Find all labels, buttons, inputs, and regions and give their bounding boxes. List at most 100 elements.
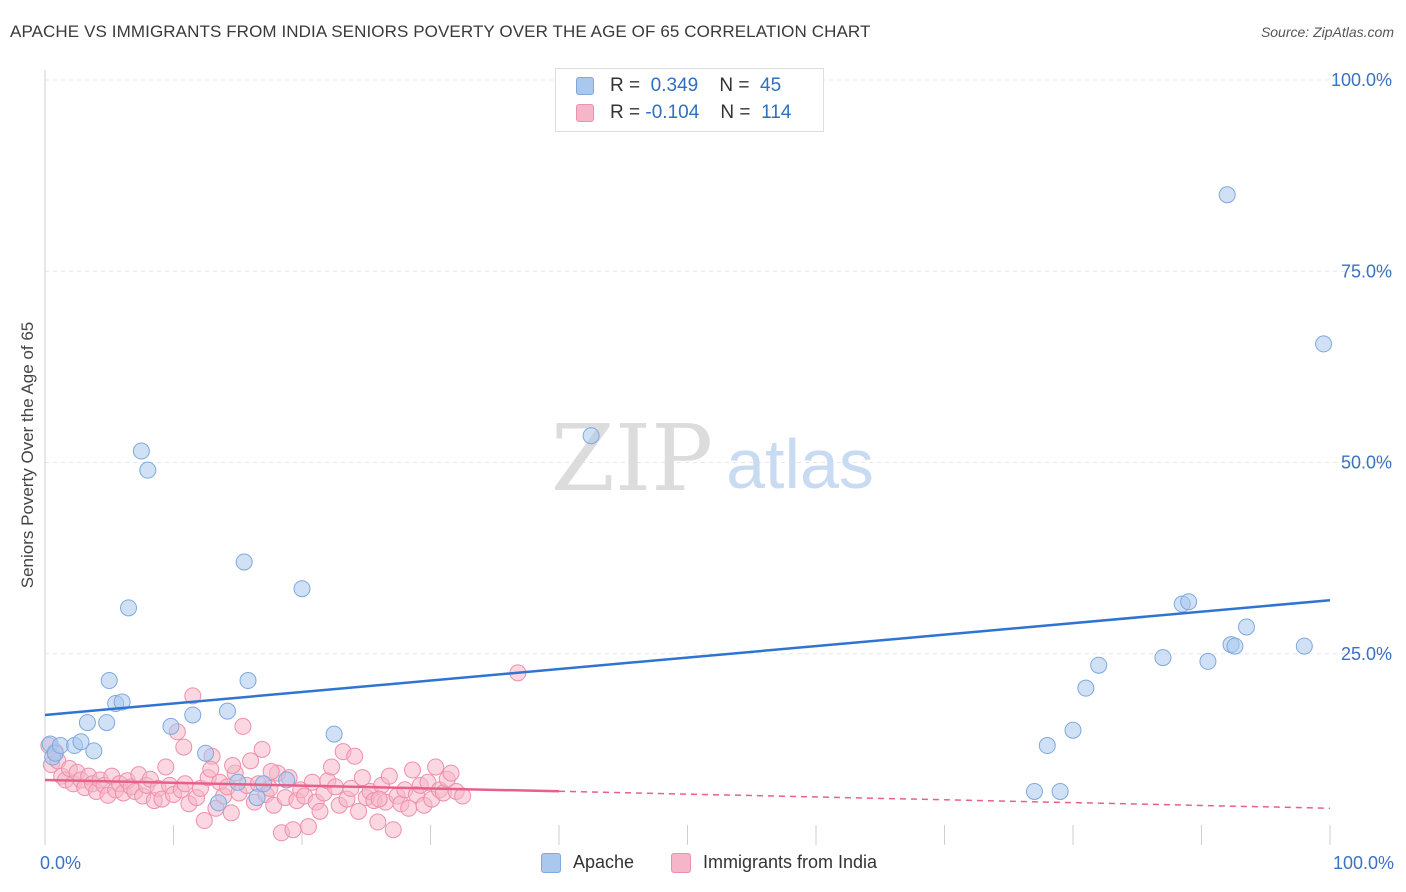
- india-point: [342, 779, 360, 797]
- india-swatch: [671, 852, 691, 873]
- india-point: [323, 758, 341, 776]
- tick-labels: 25.0% 50.0% 75.0% 100.0% 0.0% 100.0%: [40, 70, 1394, 873]
- source-label: Source: ZipAtlas.com: [1260, 24, 1394, 40]
- india-point: [184, 687, 202, 705]
- apache-point: [248, 789, 266, 807]
- apache-point: [1038, 737, 1056, 755]
- apache-point: [582, 427, 600, 445]
- apache-point: [239, 672, 257, 690]
- india-point: [175, 738, 193, 756]
- n-label: N =: [719, 75, 750, 96]
- apache-point: [139, 461, 157, 479]
- apache-point: [51, 737, 69, 755]
- apache-point: [1180, 593, 1198, 611]
- apache-point: [113, 693, 131, 711]
- apache-point: [235, 553, 253, 571]
- apache-point: [162, 717, 180, 735]
- india-point: [442, 764, 460, 782]
- apache-point: [325, 725, 343, 743]
- legend-label: Immigrants from India: [703, 852, 878, 872]
- apache-point: [1315, 335, 1333, 353]
- apache-point: [209, 794, 227, 812]
- r-value: 0.349: [650, 75, 699, 96]
- x-tick-label: 0.0%: [40, 853, 81, 873]
- india-point: [427, 758, 445, 776]
- apache-point: [293, 580, 311, 598]
- legend-row-apache: R = 0.349 N = 45: [576, 73, 781, 99]
- watermark-atlas: atlas: [726, 425, 874, 503]
- apache-point: [98, 714, 116, 732]
- axis-layer: [44, 70, 1331, 845]
- india-point: [253, 740, 271, 758]
- india-point: [242, 752, 260, 770]
- india-point: [404, 761, 422, 779]
- apache-point: [218, 702, 236, 720]
- legend-row-india: R = -0.104 N = 114: [576, 100, 791, 126]
- n-value: 45: [760, 75, 782, 96]
- stats-legend: R = 0.349 N = 45 R = -0.104 N = 114: [555, 68, 824, 132]
- apache-swatch: [541, 852, 561, 873]
- india-point: [346, 747, 364, 765]
- apache-point: [1064, 721, 1082, 739]
- r-value: -0.104: [645, 102, 700, 123]
- apache-swatch: [576, 77, 594, 95]
- r-label: R =: [610, 75, 641, 96]
- india-point: [384, 821, 402, 839]
- n-label: N =: [720, 102, 751, 123]
- r-label: R =: [610, 102, 641, 123]
- india-point: [202, 760, 220, 778]
- apache-point: [229, 773, 247, 791]
- legend-item-india[interactable]: Immigrants from India: [671, 852, 877, 873]
- watermark-zip: ZIP: [551, 405, 713, 512]
- x-tick-label: 100.0%: [1333, 853, 1394, 873]
- apache-point: [1154, 649, 1172, 667]
- india-trend-line-extrapolated: [558, 790, 1331, 810]
- india-point: [224, 756, 242, 774]
- india-trend-line: [44, 778, 560, 793]
- apache-point: [1025, 782, 1043, 800]
- chart-title: APACHE VS IMMIGRANTS FROM INDIA SENIORS …: [10, 22, 871, 41]
- apache-point: [1051, 782, 1069, 800]
- trend-layer: [44, 598, 1331, 810]
- watermark: ZIP atlas: [551, 405, 874, 512]
- india-point: [234, 717, 252, 735]
- india-point: [195, 812, 213, 830]
- apache-point: [1218, 186, 1236, 204]
- y-tick-label: 25.0%: [1341, 644, 1392, 664]
- apache-point: [1199, 652, 1217, 670]
- apache-point: [1226, 637, 1244, 655]
- india-point: [380, 767, 398, 785]
- apache-trend-line: [44, 598, 1331, 717]
- apache-point: [1295, 637, 1313, 655]
- legend-label: Apache: [573, 852, 635, 872]
- apache-point: [1237, 618, 1255, 636]
- india-point: [353, 769, 371, 787]
- apache-point: [132, 442, 150, 460]
- n-value: 114: [761, 102, 792, 123]
- y-tick-label: 100.0%: [1331, 70, 1392, 90]
- india-point: [222, 804, 240, 822]
- apache-point: [100, 672, 118, 690]
- india-point: [262, 763, 280, 781]
- apache-point: [85, 742, 103, 760]
- y-tick-label: 50.0%: [1341, 453, 1392, 473]
- points-layer: [40, 186, 1333, 842]
- apache-point: [184, 706, 202, 724]
- india-point: [350, 802, 368, 820]
- legend-item-apache[interactable]: Apache: [541, 852, 634, 873]
- apache-point: [72, 733, 90, 751]
- apache-point: [1077, 679, 1095, 697]
- india-point: [299, 818, 317, 836]
- india-swatch: [576, 104, 594, 122]
- apache-point: [197, 744, 215, 762]
- india-point: [369, 813, 387, 831]
- apache-point: [1090, 656, 1108, 674]
- india-point: [284, 821, 302, 839]
- india-point: [370, 790, 388, 808]
- india-point: [311, 802, 329, 820]
- apache-point: [120, 599, 138, 617]
- india-point: [157, 758, 175, 776]
- apache-point: [78, 714, 96, 732]
- y-tick-label: 75.0%: [1341, 261, 1392, 281]
